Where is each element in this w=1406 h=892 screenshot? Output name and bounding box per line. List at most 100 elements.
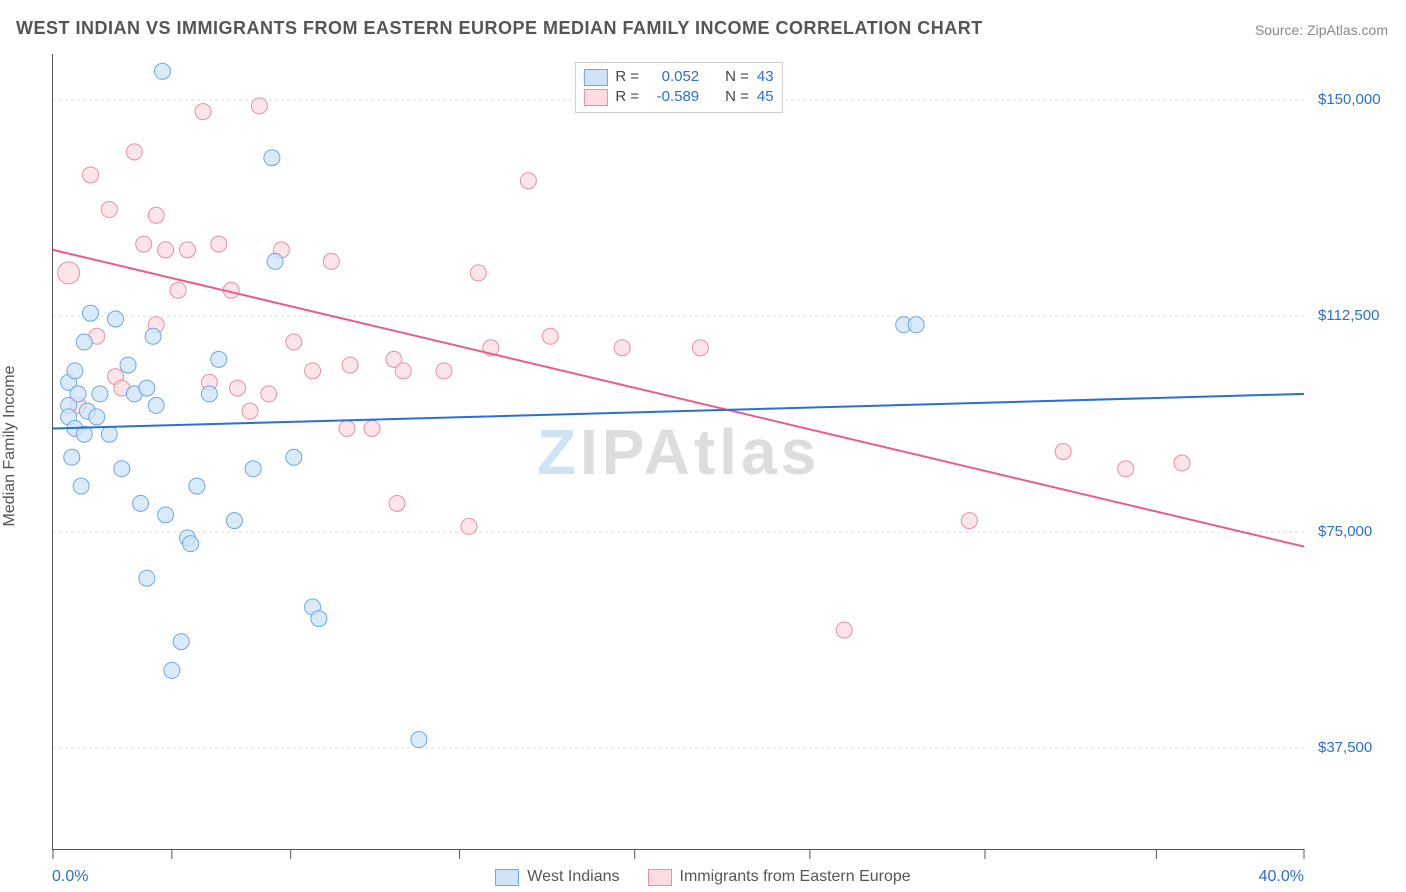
legend-row: R = 0.052 N = 43 xyxy=(583,67,773,87)
scatter-point xyxy=(267,253,283,269)
scatter-point xyxy=(70,386,86,402)
legend-swatch xyxy=(583,89,607,106)
scatter-point xyxy=(145,328,161,344)
n-value: 45 xyxy=(757,87,774,107)
scatter-point xyxy=(114,461,130,477)
scatter-point xyxy=(242,403,258,419)
n-value: 43 xyxy=(757,67,774,87)
scatter-point xyxy=(395,363,411,379)
scatter-point xyxy=(89,409,105,425)
scatter-point xyxy=(908,317,924,333)
n-label: N = xyxy=(725,87,749,107)
scatter-point xyxy=(139,380,155,396)
chart-container: WEST INDIAN VS IMMIGRANTS FROM EASTERN E… xyxy=(0,0,1406,892)
scatter-point xyxy=(164,662,180,678)
chart-source: Source: ZipAtlas.com xyxy=(1255,22,1388,38)
scatter-point xyxy=(339,420,355,436)
scatter-point xyxy=(179,242,195,258)
scatter-point xyxy=(1174,455,1190,471)
scatter-point xyxy=(264,150,280,166)
scatter-point xyxy=(389,495,405,511)
y-tick-label: $75,000 xyxy=(1318,523,1372,540)
scatter-point xyxy=(1118,461,1134,477)
correlation-legend: R = 0.052 N = 43 R = -0.589 N = 45 xyxy=(574,62,782,113)
scatter-point xyxy=(614,340,630,356)
scatter-point xyxy=(211,351,227,367)
scatter-point xyxy=(101,426,117,442)
scatter-point xyxy=(245,461,261,477)
r-value: -0.589 xyxy=(647,87,699,107)
scatter-point xyxy=(92,386,108,402)
scatter-point xyxy=(183,536,199,552)
legend-swatch xyxy=(583,69,607,86)
y-tick-label: $150,000 xyxy=(1318,91,1381,108)
scatter-point xyxy=(323,253,339,269)
scatter-point xyxy=(158,242,174,258)
scatter-point xyxy=(154,63,170,79)
series-legend-label: Immigrants from Eastern Europe xyxy=(680,868,911,886)
scatter-point xyxy=(230,380,246,396)
scatter-point xyxy=(148,207,164,223)
r-label: R = xyxy=(615,67,639,87)
scatter-point xyxy=(148,397,164,413)
scatter-point xyxy=(692,340,708,356)
scatter-point xyxy=(158,507,174,523)
r-value: 0.052 xyxy=(647,67,699,87)
scatter-point xyxy=(58,262,80,284)
scatter-point xyxy=(67,363,83,379)
scatter-point xyxy=(136,236,152,252)
scatter-point xyxy=(101,202,117,218)
scatter-point xyxy=(286,449,302,465)
series-legend: West Indians Immigrants from Eastern Euro… xyxy=(0,868,1406,886)
scatter-point xyxy=(261,386,277,402)
scatter-point xyxy=(520,173,536,189)
y-tick-label: $112,500 xyxy=(1318,307,1379,324)
scatter-point xyxy=(126,144,142,160)
scatter-point xyxy=(961,513,977,529)
source-name: ZipAtlas.com xyxy=(1307,22,1388,38)
scatter-point xyxy=(76,334,92,350)
scatter-point xyxy=(226,513,242,529)
r-label: R = xyxy=(615,87,639,107)
scatter-point xyxy=(461,518,477,534)
scatter-point xyxy=(120,357,136,373)
series-legend-item: Immigrants from Eastern Europe xyxy=(648,868,911,886)
scatter-point xyxy=(1055,444,1071,460)
series-legend-label: West Indians xyxy=(527,868,619,886)
scatter-point xyxy=(211,236,227,252)
scatter-point xyxy=(170,282,186,298)
scatter-point xyxy=(436,363,452,379)
legend-swatch xyxy=(648,869,672,886)
scatter-point xyxy=(173,634,189,650)
scatter-point xyxy=(364,420,380,436)
scatter-point xyxy=(139,570,155,586)
scatter-point xyxy=(195,104,211,120)
series-legend-item: West Indians xyxy=(495,868,619,886)
n-label: N = xyxy=(725,67,749,87)
scatter-point xyxy=(305,363,321,379)
scatter-point xyxy=(83,167,99,183)
scatter-point xyxy=(189,478,205,494)
chart-title: WEST INDIAN VS IMMIGRANTS FROM EASTERN E… xyxy=(16,18,983,39)
scatter-point xyxy=(542,328,558,344)
scatter-point xyxy=(108,311,124,327)
scatter-point xyxy=(286,334,302,350)
scatter-point xyxy=(342,357,358,373)
scatter-point xyxy=(411,732,427,748)
source-prefix: Source: xyxy=(1255,22,1307,38)
scatter-point xyxy=(470,265,486,281)
scatter-point xyxy=(64,449,80,465)
legend-row: R = -0.589 N = 45 xyxy=(583,87,773,107)
scatter-point xyxy=(251,98,267,114)
legend-swatch xyxy=(495,869,519,886)
plot-svg xyxy=(53,54,1304,849)
plot-area: ZIPAtlas R =0.052N =43R =-0.589N =45 $37… xyxy=(52,54,1304,850)
scatter-point xyxy=(73,478,89,494)
scatter-point xyxy=(201,386,217,402)
y-tick-label: $37,500 xyxy=(1318,739,1372,756)
scatter-point xyxy=(133,495,149,511)
y-axis-label: Median Family Income xyxy=(1,366,19,527)
scatter-point xyxy=(836,622,852,638)
scatter-point xyxy=(83,305,99,321)
scatter-point xyxy=(311,611,327,627)
